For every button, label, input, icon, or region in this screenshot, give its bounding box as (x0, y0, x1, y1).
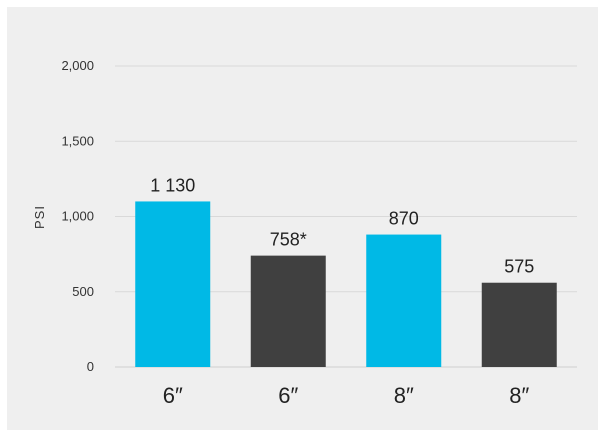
x-axis-categories: 6″ 6″ 8″ 8″ (163, 383, 530, 408)
bars (135, 201, 557, 367)
chart-panel: 0 500 1,000 1,500 2,000 PSI 1 130 758* 870 575 … (7, 7, 598, 430)
bar (481, 282, 557, 367)
category-label: 8″ (509, 383, 529, 408)
y-tick-label: 1,000 (61, 209, 94, 224)
data-labels: 1 130 758* 870 575 (150, 175, 534, 276)
data-label: 758* (270, 230, 307, 250)
y-tick-label: 2,000 (61, 58, 94, 73)
data-label: 1 130 (150, 175, 195, 195)
y-tick-label: 0 (87, 359, 94, 374)
category-label: 6″ (278, 383, 298, 408)
y-tick-label: 500 (72, 284, 94, 299)
y-axis-ticks: 0 500 1,000 1,500 2,000 (61, 58, 94, 374)
bar (135, 201, 211, 367)
bar (366, 234, 442, 367)
bar (250, 255, 326, 367)
category-label: 6″ (163, 383, 183, 408)
y-tick-label: 1,500 (61, 133, 94, 148)
y-axis-title: PSI (32, 205, 47, 229)
category-label: 8″ (394, 383, 414, 408)
data-label: 575 (504, 257, 534, 277)
data-label: 870 (389, 209, 419, 229)
